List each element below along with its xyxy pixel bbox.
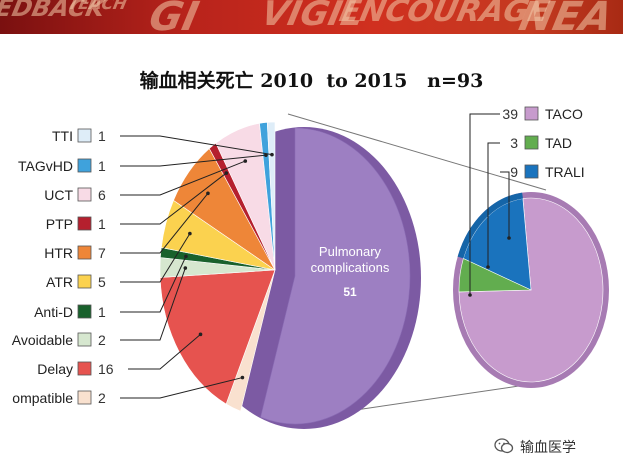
legend-value-ptp: 1 [98, 216, 106, 232]
secondary-leader-dot-taco [468, 293, 472, 297]
legend-value-ompatible: 2 [98, 390, 106, 406]
legend-swatch-tti [77, 128, 92, 143]
leader-dot-avoidable [183, 266, 188, 270]
legend-value-avoidable: 2 [98, 332, 106, 348]
leader-line-uct [120, 160, 246, 196]
slice-pulmonary [260, 127, 411, 425]
watermark-text: 输血医学 [520, 440, 576, 456]
secondary-value-tad: 3 [510, 135, 518, 151]
leader-line-ptp [120, 172, 227, 225]
leader-dot-ptp [224, 171, 229, 175]
wechat-icon [494, 438, 514, 454]
leader-line-delay [128, 333, 201, 370]
legend-label-htr: HTR [44, 245, 73, 261]
secondary-leader-tad [487, 142, 500, 267]
legend-swatch-anti-d [77, 304, 92, 319]
leader-dot-uct [243, 159, 248, 163]
legend-label-tagvhd: TAGvHD [18, 158, 73, 174]
secondary-label-taco: TACO [545, 106, 583, 122]
legend-value-delay: 16 [98, 361, 114, 377]
connector-line [287, 113, 547, 191]
legend-label-ptp: PTP [46, 216, 73, 232]
secondary-swatch-tad [524, 135, 539, 150]
legend-value-htr: 7 [98, 245, 106, 261]
leader-dot-tagvhd [264, 153, 268, 157]
secondary-value-taco: 39 [502, 106, 518, 122]
secondary-leader-dot-tad [486, 265, 490, 269]
secondary-swatch-trali [524, 164, 539, 179]
legend-value-anti-d: 1 [98, 304, 106, 320]
secondary-label-trali: TRALI [545, 164, 585, 180]
legend-label-uct: UCT [44, 187, 73, 203]
secondary-label-tad: TAD [545, 135, 572, 151]
leader-dot-tti [270, 152, 274, 157]
leader-dot-delay [198, 332, 203, 337]
leader-line-tti [120, 135, 273, 156]
secondary-leader-dot-trali [507, 236, 511, 240]
leader-line-atr [120, 233, 191, 283]
leader-dot-ompatible [240, 375, 245, 380]
legend-value-atr: 5 [98, 274, 106, 290]
leader-line-htr [120, 193, 209, 254]
leader-line-anti-d [120, 256, 187, 313]
secondary-leader-trali [500, 171, 510, 238]
legend-label-avoidable: Avoidable [12, 332, 73, 348]
legend-swatch-uct [77, 187, 92, 202]
leader-line-ompatible [120, 377, 243, 399]
leader-dot-anti-d [184, 254, 188, 259]
leader-line-avoidable [120, 267, 186, 341]
banner-image: EDBACK TEACH GI VIGIL ENCOURAGE NEA [0, 0, 623, 34]
secondary-value-trali: 9 [510, 164, 518, 180]
chart-title: 输血相关死亡 2010 to 2015 n=93 [139, 70, 484, 92]
legend-swatch-ptp [77, 216, 92, 231]
secondary-swatch-taco [524, 106, 539, 121]
leader-dot-atr [188, 231, 192, 236]
pulmonary-value: 51 [343, 285, 357, 299]
legend-value-tti: 1 [98, 128, 106, 144]
legend-label-tti: TTI [52, 128, 73, 144]
legend-swatch-atr [77, 274, 92, 289]
legend-value-tagvhd: 1 [98, 158, 106, 174]
secondary-leader-taco [469, 113, 500, 295]
legend-swatch-ompatible [77, 390, 92, 405]
legend-swatch-avoidable [77, 332, 92, 347]
slice-tti [266, 121, 276, 271]
legend-value-uct: 6 [98, 187, 106, 203]
legend-label-ompatible: ompatible [12, 390, 73, 406]
pulmonary-label: Pulmonary complications [311, 244, 390, 275]
legend-swatch-htr [77, 245, 92, 260]
legend-label-delay: Delay [37, 361, 73, 377]
secondary-slice-tad [458, 258, 532, 293]
legend-label-anti-d: Anti-D [34, 304, 73, 320]
legend-swatch-delay [77, 361, 92, 376]
leader-dot-htr [206, 191, 210, 196]
trali-rim [457, 192, 524, 259]
leader-line-tagvhd [120, 154, 266, 167]
legend-label-atr: ATR [46, 274, 73, 290]
secondary-slice-trali [462, 198, 532, 291]
legend-swatch-tagvhd [77, 158, 92, 173]
